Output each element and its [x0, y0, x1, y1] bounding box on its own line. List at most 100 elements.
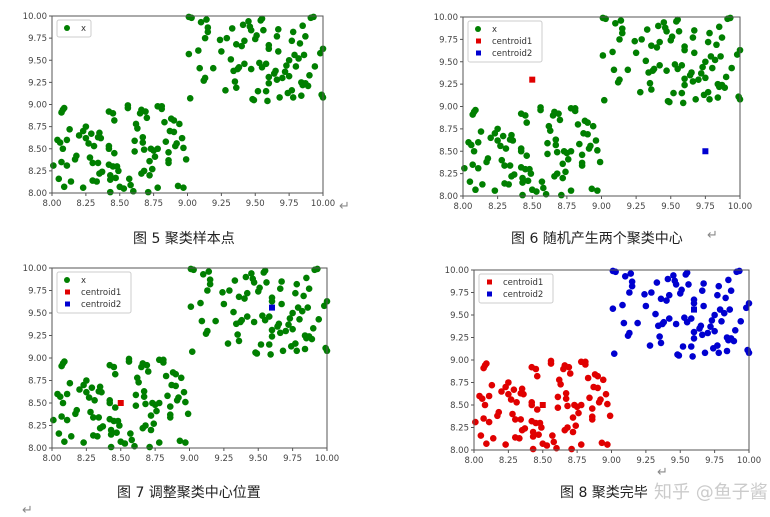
y-tick-label: 8.25 — [28, 422, 47, 432]
data-point — [263, 279, 270, 286]
data-point — [727, 287, 735, 295]
data-point — [276, 285, 284, 293]
data-point — [731, 327, 739, 334]
data-point — [235, 337, 243, 345]
data-point — [594, 384, 602, 392]
x-tick-label: 8.50 — [111, 454, 130, 464]
data-point — [59, 145, 67, 153]
data-point — [582, 361, 589, 368]
data-point — [652, 310, 659, 318]
data-point — [204, 287, 211, 294]
data-point — [675, 352, 683, 359]
data-point — [711, 311, 718, 319]
caption-fig7: 图 7 调整聚类中心位置 — [117, 485, 261, 501]
y-tick-label: 9.00 — [28, 101, 47, 111]
data-point — [626, 289, 633, 296]
data-point — [116, 422, 123, 429]
data-point — [197, 299, 204, 307]
data-point — [60, 183, 68, 191]
data-point — [142, 400, 149, 408]
y-tick-label: 9.00 — [28, 354, 47, 364]
data-point — [641, 291, 648, 298]
data-point — [85, 394, 93, 401]
data-point — [63, 416, 71, 424]
data-point — [304, 82, 312, 90]
data-point — [250, 318, 258, 326]
data-point — [67, 178, 75, 185]
data-point — [139, 139, 147, 146]
data-point — [679, 343, 687, 350]
y-tick-label: 9.50 — [450, 311, 469, 321]
data-point — [697, 322, 705, 330]
data-point — [664, 275, 672, 283]
data-point — [610, 350, 618, 358]
watermark: 知乎 @鱼子酱 — [654, 482, 768, 503]
legend-label: centroid2 — [492, 49, 532, 59]
data-point — [94, 159, 102, 167]
data-point — [60, 104, 68, 112]
data-point — [564, 424, 571, 431]
data-point — [106, 399, 114, 407]
data-point — [241, 295, 248, 302]
data-point — [296, 316, 303, 323]
data-point — [146, 157, 153, 165]
scatter-chart-fig7: 8.00 8.25 8.50 8.75 9.00 9.25 9.50 9.75 10.00 8.0… — [23, 264, 340, 464]
data-point — [586, 394, 593, 402]
data-point — [308, 335, 316, 343]
x-tick-label: 8.00 — [454, 202, 473, 212]
data-point — [690, 328, 698, 336]
data-point — [300, 292, 307, 300]
data-point — [73, 152, 80, 160]
data-point — [180, 388, 188, 396]
data-point — [564, 156, 572, 163]
data-point — [546, 127, 554, 134]
data-point — [66, 379, 74, 387]
data-point — [274, 25, 282, 33]
data-point — [187, 303, 195, 311]
data-point — [164, 392, 171, 400]
data-point — [506, 162, 514, 169]
data-point — [276, 329, 284, 337]
data-point — [314, 265, 321, 273]
data-point — [301, 345, 309, 353]
x-tick-label: 8.00 — [43, 199, 62, 209]
data-point — [670, 89, 677, 97]
data-point — [86, 154, 94, 161]
data-point — [260, 26, 267, 34]
data-point — [97, 134, 105, 142]
data-point — [182, 398, 189, 406]
data-point — [665, 315, 673, 322]
data-point — [606, 412, 614, 420]
data-point — [132, 391, 140, 399]
return-mark: ↵ — [707, 228, 718, 243]
data-point — [505, 181, 513, 188]
data-point — [619, 301, 626, 309]
data-point — [577, 401, 585, 409]
legend-marker-icon — [65, 289, 70, 295]
y-tick-label: 8.75 — [439, 125, 458, 135]
x-tick-label: 8.75 — [146, 454, 165, 464]
x-tick-label: 8.50 — [110, 199, 129, 209]
data-point — [491, 187, 499, 194]
data-point — [532, 365, 540, 373]
y-tick-label: 8.50 — [439, 147, 458, 157]
data-point — [517, 416, 525, 423]
data-point — [584, 119, 591, 126]
data-point — [79, 184, 87, 191]
data-point — [278, 278, 285, 285]
y-tick-label: 8.00 — [28, 189, 47, 199]
data-point — [82, 123, 90, 130]
data-point — [638, 36, 645, 43]
data-point — [224, 340, 232, 347]
data-point — [529, 433, 537, 440]
y-tick-label: 8.75 — [450, 379, 469, 389]
data-point — [154, 184, 161, 191]
data-point — [540, 184, 547, 192]
data-point — [596, 158, 604, 166]
data-point — [568, 445, 575, 453]
data-point — [549, 432, 556, 439]
data-point — [715, 349, 723, 357]
data-point — [559, 174, 567, 182]
data-point — [714, 291, 721, 299]
